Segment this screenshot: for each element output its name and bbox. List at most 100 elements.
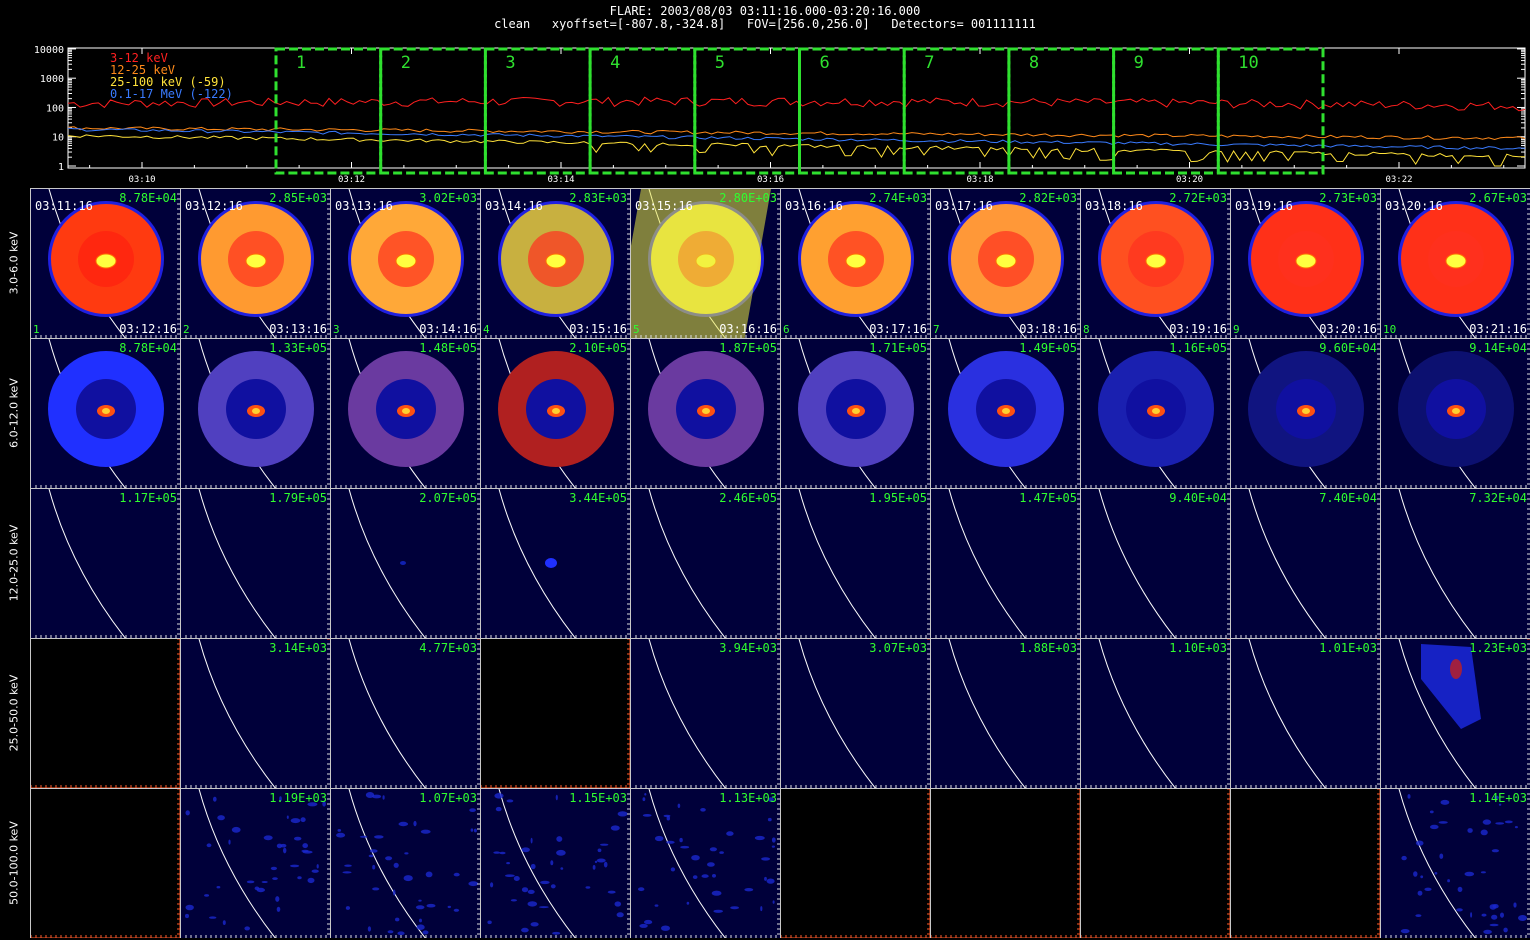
- image-panel[interactable]: [1230, 788, 1380, 938]
- image-core-center: [702, 408, 710, 414]
- image-panel[interactable]: 8.78E+04: [30, 338, 180, 488]
- image-panel[interactable]: 1.16E+05: [1080, 338, 1230, 488]
- image-panel[interactable]: 2.72E+03 03:18:16 03:19:16 8: [1080, 188, 1230, 338]
- image-panel[interactable]: 1.48E+05: [330, 338, 480, 488]
- image-panel[interactable]: 8.78E+04 03:11:16 03:12:16 1: [30, 188, 180, 338]
- time-interval-box[interactable]: [1216, 47, 1325, 175]
- image-map: [31, 639, 180, 788]
- time-interval-label: 5: [715, 53, 725, 73]
- image-panel[interactable]: 3.44E+05: [480, 488, 630, 638]
- image-panel[interactable]: 3.02E+03 03:13:16 03:14:16 3: [330, 188, 480, 338]
- image-panel[interactable]: 1.71E+05: [780, 338, 930, 488]
- image-panel[interactable]: 9.14E+04: [1380, 338, 1530, 488]
- image-panel[interactable]: 1.07E+03: [330, 788, 480, 938]
- image-panel[interactable]: 1.47E+05: [930, 488, 1080, 638]
- image-map: [935, 489, 1080, 638]
- image-panel[interactable]: 2.07E+05: [330, 488, 480, 638]
- image-map: [185, 639, 330, 788]
- image-panel[interactable]: 7.32E+04: [1380, 488, 1530, 638]
- time-interval-box[interactable]: [902, 47, 1011, 175]
- peak-value: 2.67E+03: [1469, 191, 1527, 205]
- noise-blob: [272, 877, 278, 880]
- image-panel[interactable]: 1.14E+03: [1380, 788, 1530, 938]
- solar-limb: [498, 489, 576, 638]
- noise-blob: [1413, 871, 1418, 877]
- peak-value: 8.78E+04: [119, 191, 177, 205]
- time-interval-box[interactable]: [379, 47, 487, 175]
- image-panel[interactable]: 2.67E+03 03:20:16 03:21:16 10: [1380, 188, 1530, 338]
- noise-blob: [300, 817, 306, 823]
- image-panel[interactable]: 1.88E+03: [930, 638, 1080, 788]
- image-panel[interactable]: [930, 788, 1080, 938]
- peak-value: 7.32E+04: [1469, 491, 1527, 505]
- noise-blob: [217, 815, 225, 821]
- image-panel[interactable]: 1.23E+03: [1380, 638, 1530, 788]
- image-panel[interactable]: [1080, 788, 1230, 938]
- image-panel[interactable]: 9.40E+04: [1080, 488, 1230, 638]
- image-panel[interactable]: 2.85E+03 03:12:16 03:13:16 2: [180, 188, 330, 338]
- image-panel[interactable]: 1.33E+05: [180, 338, 330, 488]
- image-panel[interactable]: 2.73E+03 03:19:16 03:20:16 9: [1230, 188, 1380, 338]
- image-map: [935, 339, 1080, 488]
- image-panel[interactable]: 2.83E+03 03:14:16 03:15:16 4: [480, 188, 630, 338]
- image-panel[interactable]: 7.40E+04: [1230, 488, 1380, 638]
- image-panel[interactable]: 2.10E+05: [480, 338, 630, 488]
- time-interval-box[interactable]: [693, 47, 801, 175]
- noise-blob: [302, 843, 308, 849]
- noise-blob: [771, 845, 775, 848]
- noise-blob: [744, 888, 754, 892]
- image-panel[interactable]: 2.46E+05: [630, 488, 780, 638]
- image-panel[interactable]: 3.14E+03: [180, 638, 330, 788]
- image-core-center: [252, 408, 260, 414]
- image-panel[interactable]: 3.07E+03: [780, 638, 930, 788]
- peak-value: 8.78E+04: [119, 341, 177, 355]
- noise-blob: [1407, 794, 1411, 799]
- empty-image: [31, 789, 180, 938]
- image-panel[interactable]: 1.19E+03: [180, 788, 330, 938]
- time-interval-box[interactable]: [1112, 47, 1220, 175]
- energy-band-text: 12.0-25.0 keV: [7, 524, 21, 602]
- noise-blob: [263, 835, 273, 841]
- image-core-center: [1452, 408, 1460, 414]
- noise-blob: [1430, 824, 1439, 830]
- image-panel[interactable]: [480, 638, 630, 788]
- time-interval-box[interactable]: [274, 47, 383, 175]
- image-panel[interactable]: 1.10E+03: [1080, 638, 1230, 788]
- image-panel[interactable]: 9.60E+04: [1230, 338, 1380, 488]
- image-panel[interactable]: 1.79E+05: [180, 488, 330, 638]
- image-panel[interactable]: 2.82E+03 03:17:16 03:18:16 7: [930, 188, 1080, 338]
- image-panel[interactable]: [30, 788, 180, 938]
- image-map: [1385, 639, 1530, 788]
- noise-blob: [387, 930, 394, 934]
- time-interval-box[interactable]: [798, 47, 906, 175]
- noise-blob: [1434, 872, 1438, 875]
- image-core: [1295, 253, 1317, 269]
- time-interval-box[interactable]: [483, 47, 592, 175]
- noise-blob: [603, 861, 608, 868]
- image-panel[interactable]: 2.80E+03 03:15:16 03:16:16 5: [630, 188, 780, 338]
- image-map: [1081, 789, 1230, 938]
- time-interval-box[interactable]: [588, 47, 697, 175]
- image-panel[interactable]: 1.13E+03: [630, 788, 780, 938]
- noise-blob: [692, 875, 698, 879]
- image-panel[interactable]: [780, 788, 930, 938]
- image-panel[interactable]: 4.77E+03: [330, 638, 480, 788]
- image-panel[interactable]: 1.17E+05: [30, 488, 180, 638]
- image-panel[interactable]: 1.15E+03: [480, 788, 630, 938]
- image-map: [185, 789, 330, 938]
- image-map: [1235, 489, 1380, 638]
- noise-blob: [1447, 879, 1450, 883]
- time-interval-box[interactable]: [1007, 47, 1116, 175]
- image-panel[interactable]: 1.95E+05: [780, 488, 930, 638]
- noise-blob: [322, 801, 326, 807]
- noise-blob: [416, 924, 425, 930]
- image-panel[interactable]: 2.74E+03 03:16:16 03:17:16 6: [780, 188, 930, 338]
- image-panel[interactable]: 1.01E+03: [1230, 638, 1380, 788]
- noise-blob: [1420, 875, 1424, 879]
- image-grid: 3.0-6.0 keV 6.0-12.0 keV 12.0-25.0 keV 25.0…: [0, 188, 1530, 940]
- image-panel[interactable]: [30, 638, 180, 788]
- image-core-center: [402, 408, 410, 414]
- image-panel[interactable]: 3.94E+03: [630, 638, 780, 788]
- image-panel[interactable]: 1.49E+05: [930, 338, 1080, 488]
- image-panel[interactable]: 1.87E+05: [630, 338, 780, 488]
